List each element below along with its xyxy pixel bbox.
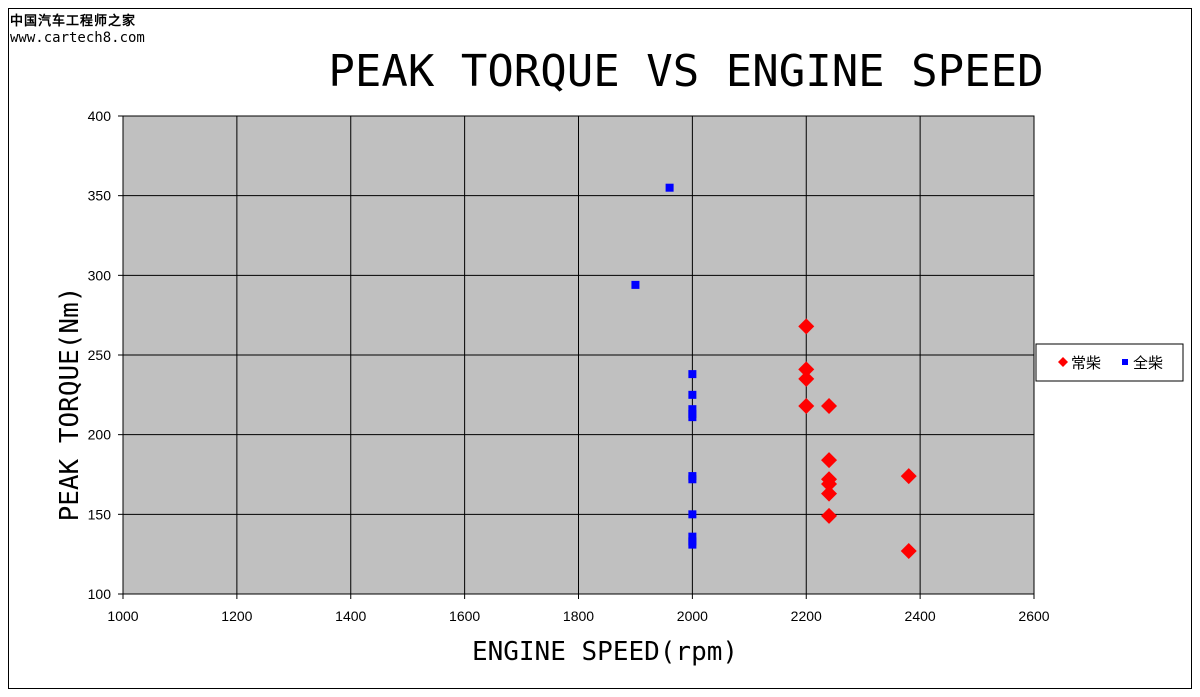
diamond-point (821, 485, 838, 502)
square-point (688, 405, 697, 414)
square-point (688, 370, 697, 379)
diamond-point (798, 318, 815, 335)
y-axis-ticks: 100 150 200 250 300 350 400 (88, 108, 123, 602)
series-diamond (798, 318, 917, 559)
x-tick-label: 2200 (791, 608, 822, 624)
x-axis-ticks: 1000 1200 1400 1600 1800 2000 2200 2400 2600 (107, 594, 1050, 624)
diamond-point (821, 397, 838, 414)
series-square (631, 183, 697, 549)
y-axis-title: PEAK TORQUE(Nm) (55, 287, 85, 522)
square-point (688, 532, 697, 541)
diamond-point (821, 507, 838, 524)
square-point (688, 413, 697, 422)
y-tick-label: 350 (88, 188, 112, 204)
diamond-point (821, 452, 838, 469)
diamond-point (900, 468, 917, 485)
y-tick-label: 400 (88, 108, 112, 124)
legend-label: 常柴 (1071, 354, 1101, 372)
square-point (688, 390, 697, 399)
y-tick-label: 200 (88, 427, 112, 443)
x-tick-label: 1000 (107, 608, 138, 624)
square-point (688, 540, 697, 549)
x-tick-label: 1400 (335, 608, 366, 624)
x-tick-label: 2000 (677, 608, 708, 624)
y-tick-label: 300 (88, 267, 112, 283)
watermark-site-name: 中国汽车工程师之家 (10, 14, 137, 29)
legend: 常柴 全柴 (1035, 343, 1184, 382)
square-point (631, 280, 640, 289)
diamond-point (821, 476, 838, 493)
diamond-point (798, 361, 815, 378)
x-tick-label: 1800 (563, 608, 594, 624)
y-tick-label: 250 (88, 347, 112, 363)
x-tick-label: 1200 (221, 608, 252, 624)
y-tick-label: 100 (88, 586, 112, 602)
data-series (631, 183, 917, 559)
diamond-point (900, 542, 917, 559)
x-axis-title: ENGINE SPEED(rpm) (472, 637, 738, 667)
legend-diamond-marker (1058, 357, 1068, 367)
legend-square-marker (1122, 359, 1128, 365)
diamond-point (798, 370, 815, 387)
square-point (688, 475, 697, 484)
y-tick-label: 150 (88, 506, 112, 522)
diamond-point (798, 397, 815, 414)
legend-label: 全柴 (1133, 354, 1163, 372)
x-tick-label: 2600 (1018, 608, 1049, 624)
x-tick-label: 2400 (905, 608, 936, 624)
square-point (688, 510, 697, 519)
chart-title: PEAK TORQUE VS ENGINE SPEED (328, 46, 1043, 97)
x-tick-label: 1600 (449, 608, 480, 624)
square-point (665, 183, 674, 192)
watermark-url[interactable]: www.cartech8.com (10, 30, 145, 46)
